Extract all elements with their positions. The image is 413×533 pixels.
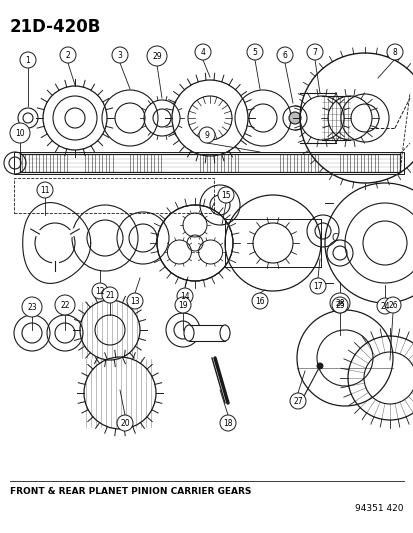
Text: 20: 20 — [120, 418, 130, 427]
Text: 4: 4 — [200, 47, 205, 56]
Text: 17: 17 — [312, 281, 322, 290]
Text: 21D-420B: 21D-420B — [10, 18, 101, 36]
Circle shape — [60, 47, 76, 63]
Text: 13: 13 — [130, 296, 140, 305]
Text: FRONT & REAR PLANET PINION CARRIER GEARS: FRONT & REAR PLANET PINION CARRIER GEARS — [10, 487, 251, 496]
Circle shape — [117, 415, 133, 431]
Text: 16: 16 — [254, 296, 264, 305]
Text: 29: 29 — [152, 52, 161, 61]
Text: 18: 18 — [223, 418, 232, 427]
Circle shape — [37, 182, 53, 198]
Circle shape — [199, 127, 214, 143]
Text: 27: 27 — [292, 397, 302, 406]
Ellipse shape — [219, 325, 230, 341]
Circle shape — [102, 287, 118, 303]
Circle shape — [147, 46, 166, 66]
Circle shape — [20, 52, 36, 68]
Circle shape — [376, 298, 392, 314]
Text: 26: 26 — [387, 301, 397, 310]
Text: 94351 420: 94351 420 — [355, 504, 403, 513]
Bar — [14, 178, 214, 213]
Circle shape — [309, 278, 325, 294]
Text: 23: 23 — [27, 303, 37, 311]
Text: 1: 1 — [26, 55, 30, 64]
Circle shape — [276, 47, 292, 63]
Circle shape — [127, 293, 142, 309]
Ellipse shape — [183, 325, 194, 341]
Circle shape — [195, 44, 211, 60]
Text: 19: 19 — [178, 301, 188, 310]
Text: 12: 12 — [95, 287, 104, 295]
Text: 5: 5 — [252, 47, 257, 56]
Circle shape — [306, 44, 322, 60]
Text: 8: 8 — [392, 47, 396, 56]
Text: 28: 28 — [335, 298, 344, 308]
Circle shape — [92, 283, 108, 299]
Circle shape — [331, 297, 347, 313]
Circle shape — [252, 293, 267, 309]
Circle shape — [218, 187, 233, 203]
Text: 9: 9 — [204, 131, 209, 140]
Text: 10: 10 — [15, 128, 25, 138]
Circle shape — [329, 293, 349, 313]
Circle shape — [177, 288, 192, 304]
Text: 22: 22 — [60, 301, 69, 310]
Circle shape — [386, 44, 402, 60]
Circle shape — [219, 415, 235, 431]
Text: 11: 11 — [40, 185, 50, 195]
Text: 21: 21 — [105, 290, 114, 300]
Circle shape — [288, 112, 300, 124]
Circle shape — [316, 363, 322, 369]
Text: 14: 14 — [180, 292, 189, 301]
Circle shape — [55, 295, 75, 315]
Text: 15: 15 — [221, 190, 230, 199]
Text: 3: 3 — [117, 51, 122, 60]
Bar — [189, 325, 224, 341]
Text: 24: 24 — [379, 302, 389, 311]
Circle shape — [384, 297, 400, 313]
Text: 6: 6 — [282, 51, 287, 60]
Bar — [14, 152, 403, 174]
Circle shape — [112, 47, 128, 63]
Circle shape — [175, 297, 190, 313]
Circle shape — [10, 123, 30, 143]
Text: 25: 25 — [335, 301, 344, 310]
Text: 2: 2 — [66, 51, 70, 60]
Circle shape — [289, 393, 305, 409]
Circle shape — [247, 44, 262, 60]
Circle shape — [22, 297, 42, 317]
Text: 7: 7 — [312, 47, 317, 56]
Text: C: C — [331, 233, 338, 243]
